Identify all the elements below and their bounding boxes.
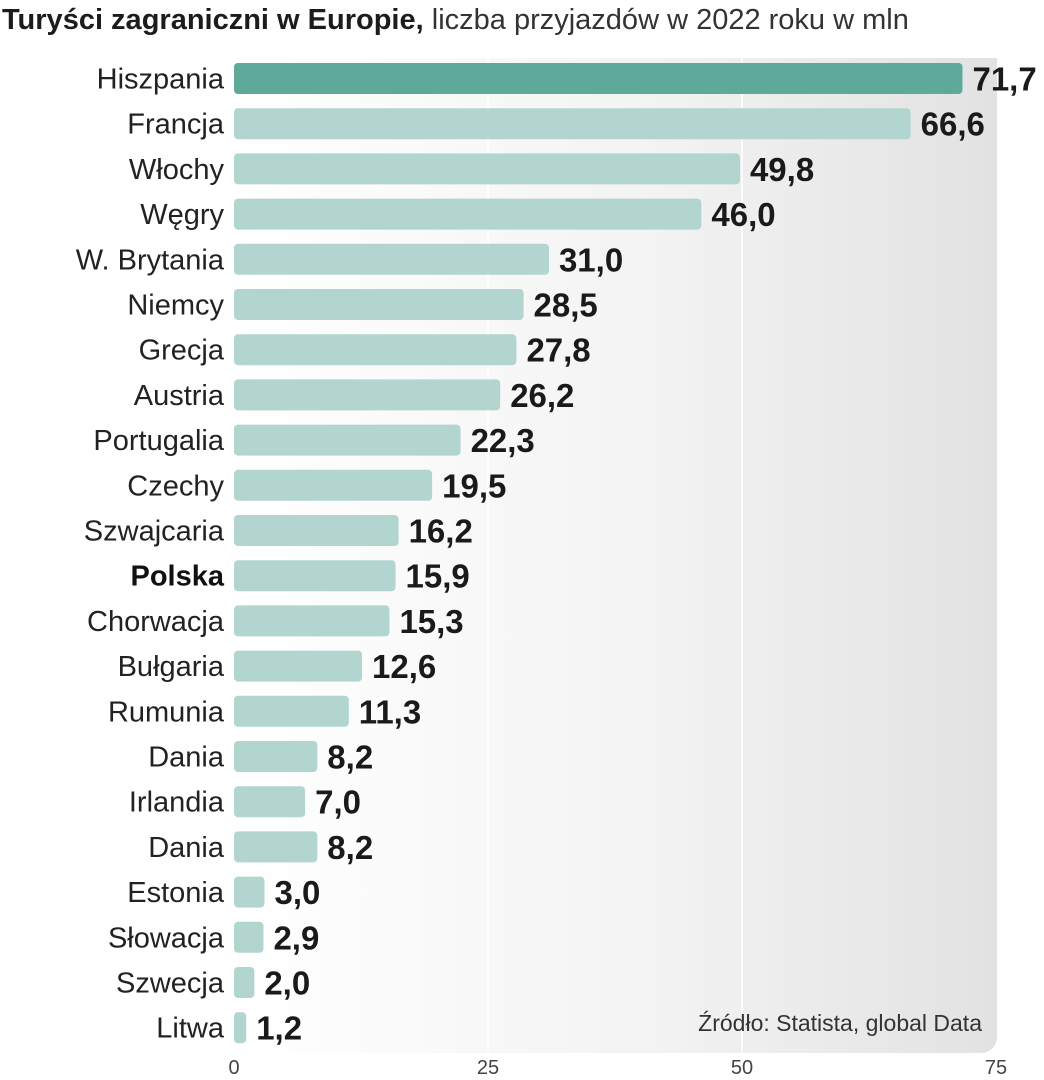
category-label-21: Litwa bbox=[156, 1013, 225, 1045]
bar-21 bbox=[234, 1012, 247, 1044]
source-note: Źródło: Statista, global Data bbox=[698, 1010, 982, 1036]
x-axis-ticks: 0 25 50 75 bbox=[228, 1057, 1007, 1079]
value-label-7: 26,2 bbox=[510, 377, 574, 414]
bar-17 bbox=[234, 831, 318, 863]
value-label-21: 1,2 bbox=[256, 1010, 302, 1047]
value-label-18: 3,0 bbox=[274, 874, 320, 911]
category-label-15: Dania bbox=[148, 742, 225, 774]
value-label-8: 22,3 bbox=[471, 422, 535, 459]
bar-8 bbox=[234, 424, 461, 456]
bar-18 bbox=[234, 876, 265, 908]
bar-3 bbox=[234, 198, 702, 230]
category-label-0: Hiszpania bbox=[97, 64, 225, 96]
category-label-7: Austria bbox=[134, 380, 225, 412]
bar-7 bbox=[234, 379, 501, 411]
value-label-19: 2,9 bbox=[273, 919, 319, 956]
category-label-12: Chorwacja bbox=[87, 606, 225, 638]
category-label-4: W. Brytania bbox=[76, 244, 225, 276]
bar-11 bbox=[234, 560, 396, 592]
value-label-17: 8,2 bbox=[327, 829, 373, 866]
category-label-18: Estonia bbox=[127, 877, 225, 909]
category-label-5: Niemcy bbox=[127, 290, 224, 322]
bar-12 bbox=[234, 605, 390, 637]
bar-1 bbox=[234, 108, 911, 140]
value-label-15: 8,2 bbox=[327, 739, 373, 776]
bar-13 bbox=[234, 650, 363, 682]
category-label-13: Bułgaria bbox=[118, 651, 225, 683]
category-label-3: Węgry bbox=[140, 199, 224, 231]
category-label-17: Dania bbox=[148, 832, 225, 864]
bar-19 bbox=[234, 921, 264, 953]
bar-9 bbox=[234, 469, 433, 501]
category-label-6: Grecja bbox=[139, 335, 225, 367]
x-tick-label-0: 0 bbox=[228, 1057, 239, 1079]
value-label-16: 7,0 bbox=[315, 784, 361, 821]
category-label-16: Irlandia bbox=[129, 787, 225, 819]
category-label-2: Włochy bbox=[129, 154, 225, 186]
category-label-9: Czechy bbox=[127, 470, 224, 502]
bar-16 bbox=[234, 786, 306, 818]
x-tick-label-25: 25 bbox=[477, 1057, 499, 1079]
chart-title-line: Turyści zagraniczni w Europie, liczba pr… bbox=[2, 2, 1042, 38]
category-label-10: Szwajcaria bbox=[84, 516, 225, 548]
category-label-14: Rumunia bbox=[108, 696, 225, 728]
chart-title: Turyści zagraniczni w Europie, bbox=[2, 4, 424, 36]
bar-0 bbox=[234, 63, 963, 94]
value-label-9: 19,5 bbox=[442, 467, 506, 504]
category-label-20: Szwecja bbox=[116, 968, 225, 1000]
bar-4 bbox=[234, 243, 549, 275]
value-label-13: 12,6 bbox=[372, 648, 436, 685]
value-label-10: 16,2 bbox=[409, 513, 473, 550]
value-label-14: 11,3 bbox=[359, 693, 421, 730]
bar-10 bbox=[234, 515, 399, 546]
value-label-0: 71,7 bbox=[972, 61, 1036, 98]
category-label-8: Portugalia bbox=[93, 425, 224, 457]
value-label-12: 15,3 bbox=[399, 603, 463, 640]
value-label-2: 49,8 bbox=[750, 151, 814, 188]
x-tick-label-75: 75 bbox=[985, 1057, 1007, 1079]
category-labels: Hiszpania Francja Włochy Węgry W. Brytania Ni… bbox=[76, 64, 225, 1045]
chart-subtitle: liczba przyjazdów w 2022 roku w mln bbox=[431, 4, 909, 36]
category-label-11: Polska bbox=[131, 561, 225, 593]
bar-2 bbox=[234, 153, 740, 185]
value-label-11: 15,9 bbox=[406, 558, 470, 595]
bar-5 bbox=[234, 289, 524, 320]
value-label-3: 46,0 bbox=[711, 196, 775, 233]
value-label-5: 28,5 bbox=[534, 287, 598, 324]
bar-15 bbox=[234, 741, 318, 772]
value-label-6: 27,8 bbox=[526, 332, 590, 369]
category-label-1: Francja bbox=[127, 109, 225, 141]
value-label-20: 2,0 bbox=[264, 965, 310, 1002]
bars bbox=[234, 63, 963, 1044]
category-label-19: Słowacja bbox=[108, 922, 225, 954]
value-label-1: 66,6 bbox=[921, 106, 985, 143]
value-labels: 71,7 66,6 49,8 46,0 31,0 28,5 27,8 26,2 22,3 19,5… bbox=[256, 61, 1037, 1047]
bar-6 bbox=[234, 334, 517, 366]
value-label-4: 31,0 bbox=[559, 241, 623, 278]
bar-20 bbox=[234, 967, 255, 998]
bar-14 bbox=[234, 695, 349, 727]
x-tick-label-50: 50 bbox=[731, 1057, 753, 1079]
